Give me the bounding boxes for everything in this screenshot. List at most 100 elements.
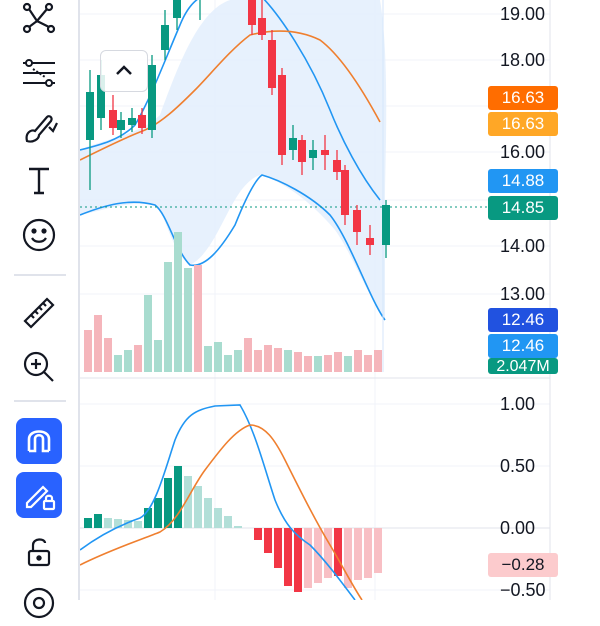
histogram-bar: [124, 520, 132, 528]
emoji-icon[interactable]: [16, 212, 62, 258]
volume-bar: [104, 338, 112, 372]
eye-icon[interactable]: [16, 580, 62, 626]
candle-body: [138, 115, 146, 128]
price-axis-label: 19.00: [500, 4, 546, 24]
histogram-bar: [334, 528, 342, 576]
candle-body: [97, 75, 105, 118]
volume-bar: [134, 345, 142, 372]
volume-bar: [264, 345, 272, 372]
candle-body: [278, 75, 286, 155]
collapse-button[interactable]: [100, 50, 148, 92]
candle-body: [353, 210, 361, 232]
volume-bar: [124, 350, 132, 372]
price-axis-label: 18.00: [500, 50, 546, 70]
histogram-bar: [374, 528, 382, 573]
lock-drawings-icon[interactable]: [16, 472, 62, 518]
price-badge: 16.63: [488, 86, 558, 110]
volume-bar: [334, 352, 342, 372]
volume-bar: [144, 295, 152, 372]
chart-canvas[interactable]: [80, 0, 600, 600]
histogram-bar: [354, 528, 362, 580]
volume-bar: [154, 340, 162, 372]
volume-bar: [274, 348, 282, 372]
price-badge: 12.46: [488, 308, 558, 332]
volume-bar: [114, 355, 122, 372]
toolbar-divider: [14, 400, 66, 402]
histogram-bar: [304, 528, 312, 588]
candle-body: [258, 18, 266, 35]
macd-axis-label: −0.50: [500, 580, 546, 600]
macd-histogram: [84, 466, 382, 592]
macd-axis-label: 0.50: [500, 456, 536, 476]
histogram-bar: [134, 521, 142, 528]
volume-bar: [174, 232, 182, 372]
zoom-in-icon[interactable]: [16, 344, 62, 390]
volume-bar: [184, 268, 192, 372]
volume-bar: [374, 350, 382, 372]
histogram-bar: [264, 528, 272, 553]
histogram-bar: [284, 528, 292, 586]
last-price-badge: 14.85: [488, 196, 558, 220]
histogram-bar: [294, 528, 302, 592]
volume-badge: 2.047M: [488, 358, 558, 374]
histogram-bar: [364, 528, 372, 578]
ruler-icon[interactable]: [16, 290, 62, 336]
histogram-bar: [224, 516, 232, 528]
volume-bar: [214, 342, 222, 372]
histogram-bar: [204, 498, 212, 528]
volume-bar: [224, 355, 232, 372]
volume-bar: [94, 315, 102, 372]
candle-body: [148, 65, 156, 130]
volume-bar: [314, 356, 322, 372]
macd-axis-label: 1.00: [500, 394, 536, 414]
toolbar-divider: [14, 274, 66, 276]
histogram-bar: [254, 528, 262, 540]
histogram-bar: [144, 508, 152, 528]
histogram-bar: [104, 518, 112, 528]
volume-bar: [354, 350, 362, 372]
moving-average-line: [80, 30, 381, 161]
candle-body: [173, 0, 181, 18]
volume-bar: [234, 350, 242, 372]
histogram-bar: [234, 526, 242, 528]
macd-line: [80, 404, 356, 600]
signal-line: [80, 424, 363, 600]
candle-body: [289, 138, 297, 150]
candle-body: [333, 160, 341, 172]
price-axis-label: 13.00: [500, 284, 546, 304]
text-tool-icon[interactable]: [16, 158, 62, 204]
candle-body: [321, 150, 329, 155]
brush-icon[interactable]: [16, 104, 62, 150]
candle-body: [341, 170, 349, 215]
volume-bar: [324, 355, 332, 372]
histogram-bar: [184, 476, 192, 528]
volume-bar: [304, 356, 312, 372]
volume-bar: [244, 338, 252, 372]
price-axis-label: 16.00: [500, 142, 546, 162]
histogram-bar: [114, 519, 122, 528]
candle-body: [298, 140, 306, 162]
bollinger-lower-line: [80, 174, 386, 321]
volume-bar: [254, 350, 262, 372]
magnet-icon[interactable]: [16, 418, 62, 464]
histogram-bar: [164, 478, 172, 528]
volume-bar: [364, 355, 372, 372]
macd-value-badge: −0.28: [488, 553, 558, 577]
volume-bar: [194, 265, 202, 372]
price-axis-label: 14.00: [500, 236, 546, 256]
histogram-bar: [214, 508, 222, 528]
histogram-bar: [344, 528, 352, 588]
unlock-icon[interactable]: [16, 528, 62, 574]
candle-body: [382, 205, 390, 245]
candle-body: [117, 120, 125, 130]
candle-body: [161, 25, 169, 50]
pattern-tool-icon[interactable]: [16, 0, 62, 42]
candle-body: [248, 0, 256, 25]
candle-body: [86, 92, 94, 140]
histogram-bar: [154, 498, 162, 528]
volume-histogram: [84, 232, 382, 372]
volume-bar: [344, 356, 352, 372]
fib-lines-icon[interactable]: [16, 50, 62, 96]
price-badge: 14.88: [488, 169, 558, 193]
candle-body: [109, 110, 117, 128]
